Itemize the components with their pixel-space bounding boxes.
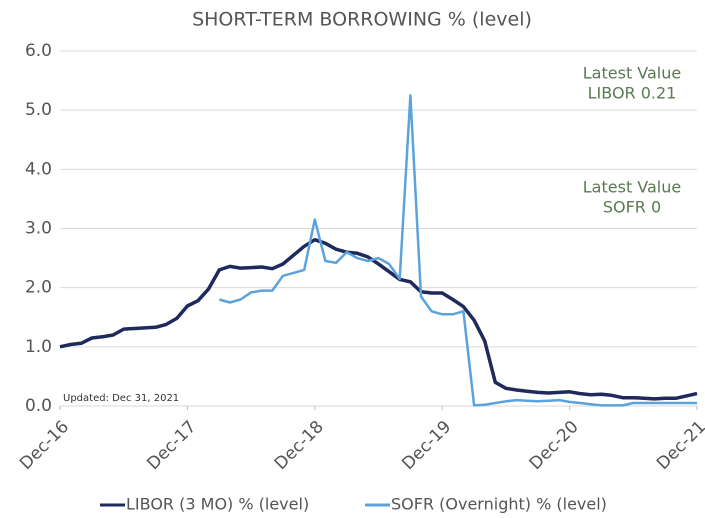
- y-tick-label: 2.0: [25, 278, 52, 298]
- x-tick-label: Dec-17: [143, 417, 200, 474]
- annotation: LIBOR 0.21: [588, 84, 677, 103]
- legend-label: LIBOR (3 MO) % (level): [126, 495, 309, 514]
- x-tick-label: Dec-18: [271, 417, 328, 474]
- chart-title: SHORT-TERM BORROWING % (level): [192, 9, 532, 31]
- x-tick-label: Dec-19: [398, 417, 455, 474]
- updated-note: Updated: Dec 31, 2021: [63, 393, 179, 404]
- y-tick-label: 3.0: [25, 219, 52, 239]
- y-tick-label: 6.0: [25, 41, 52, 61]
- annotation: Latest Value: [583, 64, 681, 83]
- x-tick-label: Dec-21: [653, 417, 705, 474]
- x-tick-label: Dec-16: [16, 417, 73, 474]
- annotation: Latest Value: [583, 178, 681, 197]
- annotation: SOFR 0: [603, 198, 661, 217]
- legend-label: SOFR (Overnight) % (level): [391, 495, 607, 514]
- y-tick-label: 4.0: [25, 159, 52, 179]
- y-tick-label: 1.0: [25, 337, 52, 357]
- series-line: [59, 237, 698, 401]
- y-tick-label: 5.0: [25, 100, 52, 120]
- y-tick-label: 0.0: [25, 396, 52, 416]
- x-tick-label: Dec-20: [526, 417, 583, 474]
- series-line: [218, 94, 697, 407]
